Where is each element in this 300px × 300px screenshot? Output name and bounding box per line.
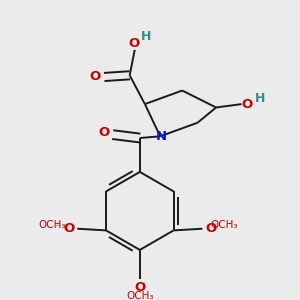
Text: OCH₃: OCH₃ xyxy=(211,220,238,230)
Text: OCH₃: OCH₃ xyxy=(126,291,154,300)
Text: N: N xyxy=(155,130,167,143)
Text: O: O xyxy=(241,98,252,111)
Text: H: H xyxy=(140,31,151,44)
Text: O: O xyxy=(128,37,140,50)
Text: O: O xyxy=(134,281,146,294)
Text: O: O xyxy=(98,126,109,140)
Text: OCH₃: OCH₃ xyxy=(38,220,66,230)
Text: O: O xyxy=(89,70,100,83)
Text: O: O xyxy=(63,222,74,235)
Text: O: O xyxy=(205,222,216,235)
Text: H: H xyxy=(255,92,266,104)
Text: methoxy: methoxy xyxy=(56,225,62,226)
